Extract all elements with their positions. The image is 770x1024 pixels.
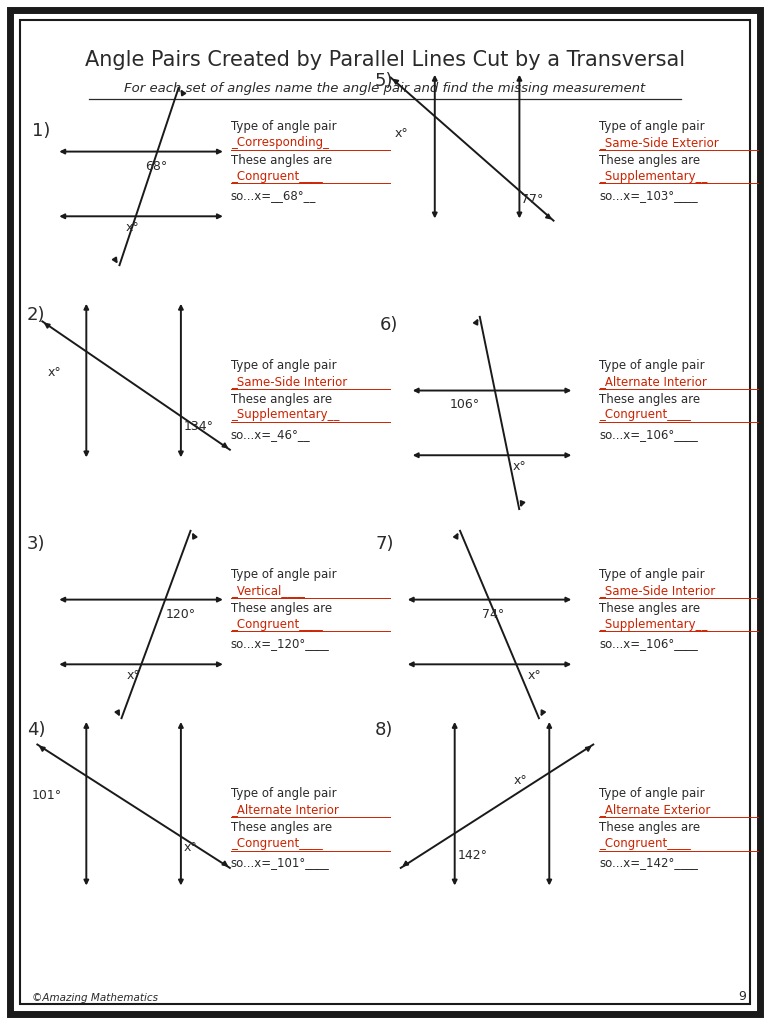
Text: Type of angle pair: Type of angle pair	[231, 567, 336, 581]
Text: _Supplementary__: _Supplementary__	[599, 617, 708, 631]
Text: 106°: 106°	[450, 398, 480, 412]
Text: so...x=_142°____: so...x=_142°____	[599, 856, 698, 869]
Text: 1): 1)	[32, 122, 50, 139]
Text: x°: x°	[514, 774, 527, 786]
Text: 142°: 142°	[457, 849, 487, 861]
Text: 77°: 77°	[521, 194, 544, 207]
Text: These angles are: These angles are	[231, 820, 332, 834]
Text: _Congruent____: _Congruent____	[231, 617, 323, 631]
Text: Type of angle pair: Type of angle pair	[599, 358, 705, 372]
Text: x°: x°	[394, 127, 408, 139]
Text: These angles are: These angles are	[231, 602, 332, 614]
Text: Type of angle pair: Type of angle pair	[599, 120, 705, 133]
Text: These angles are: These angles are	[599, 602, 700, 614]
Text: 8): 8)	[375, 721, 393, 739]
Text: x°: x°	[527, 670, 541, 682]
Text: 134°: 134°	[184, 421, 214, 433]
Text: For each set of angles name the angle pair and find the missing measurement: For each set of angles name the angle pa…	[125, 82, 645, 95]
Text: _Congruent____: _Congruent____	[231, 170, 323, 182]
Text: _Alternate Interior: _Alternate Interior	[231, 803, 339, 816]
Text: so...x=_103°____: so...x=_103°____	[599, 189, 698, 203]
Text: 9: 9	[738, 990, 746, 1002]
Text: _Corresponding_: _Corresponding_	[231, 135, 329, 148]
Text: 3): 3)	[27, 535, 45, 553]
Text: _Supplementary__: _Supplementary__	[231, 409, 339, 422]
Text: Type of angle pair: Type of angle pair	[599, 786, 705, 800]
Text: These angles are: These angles are	[599, 820, 700, 834]
Text: 2): 2)	[27, 306, 45, 324]
Text: x°: x°	[126, 221, 139, 234]
Text: Angle Pairs Created by Parallel Lines Cut by a Transversal: Angle Pairs Created by Parallel Lines Cu…	[85, 50, 685, 70]
Text: Type of angle pair: Type of angle pair	[231, 786, 336, 800]
Text: Type of angle pair: Type of angle pair	[231, 358, 336, 372]
Text: _Vertical____: _Vertical____	[231, 584, 305, 597]
Text: x°: x°	[127, 670, 141, 682]
Text: x°: x°	[184, 841, 198, 854]
Text: _Same-Side Interior: _Same-Side Interior	[231, 375, 347, 388]
Text: 74°: 74°	[481, 607, 504, 621]
Text: _Alternate Interior: _Alternate Interior	[599, 375, 707, 388]
Text: so...x=_106°____: so...x=_106°____	[599, 638, 698, 650]
Text: ©Amazing Mathematics: ©Amazing Mathematics	[32, 993, 158, 1002]
Text: Type of angle pair: Type of angle pair	[599, 567, 705, 581]
Text: _Same-Side Interior: _Same-Side Interior	[599, 584, 715, 597]
Text: These angles are: These angles are	[599, 154, 700, 167]
Text: x°: x°	[513, 460, 526, 473]
Text: so...x=_46°__: so...x=_46°__	[231, 428, 310, 441]
Text: 5): 5)	[375, 72, 393, 90]
Text: _Congruent____: _Congruent____	[599, 837, 691, 850]
Text: 6): 6)	[380, 315, 398, 334]
Text: 120°: 120°	[166, 607, 196, 621]
Text: x°: x°	[48, 366, 62, 379]
Text: Type of angle pair: Type of angle pair	[231, 120, 336, 133]
Text: so...x=_101°____: so...x=_101°____	[231, 856, 330, 869]
Text: _Same-Side Exterior: _Same-Side Exterior	[599, 135, 719, 148]
Text: 7): 7)	[375, 535, 393, 553]
Text: _Congruent____: _Congruent____	[599, 409, 691, 422]
Text: _Supplementary__: _Supplementary__	[599, 170, 708, 182]
Text: so...x=__68°__: so...x=__68°__	[231, 189, 316, 203]
Text: so...x=_120°____: so...x=_120°____	[231, 638, 330, 650]
Text: 101°: 101°	[32, 788, 62, 802]
Text: These angles are: These angles are	[231, 154, 332, 167]
Text: 4): 4)	[27, 721, 45, 739]
Text: These angles are: These angles are	[231, 392, 332, 406]
Text: _Alternate Exterior: _Alternate Exterior	[599, 803, 711, 816]
Text: These angles are: These angles are	[599, 392, 700, 406]
Text: so...x=_106°____: so...x=_106°____	[599, 428, 698, 441]
Text: 68°: 68°	[145, 160, 167, 173]
Text: _Congruent____: _Congruent____	[231, 837, 323, 850]
